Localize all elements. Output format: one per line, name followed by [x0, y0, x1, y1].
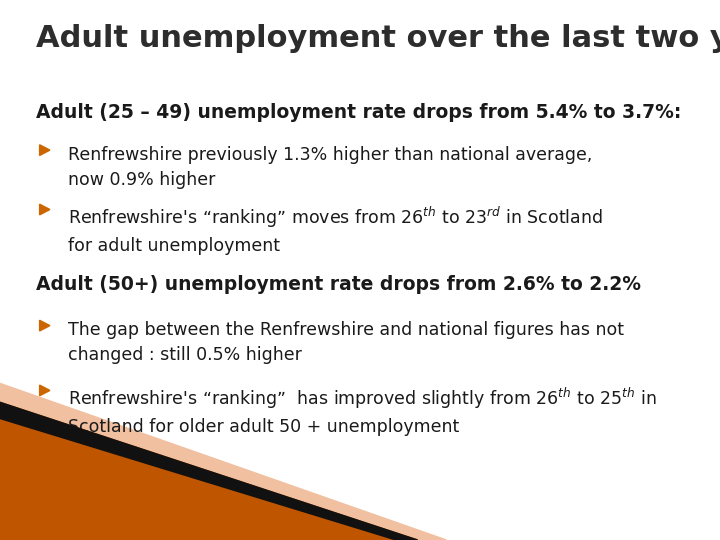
Text: Adult unemployment over the last two years: Adult unemployment over the last two yea…: [36, 24, 720, 53]
Text: Renfrewshire's “ranking” moves from 26$^{th}$ to 23$^{rd}$ in Scotland
for adult: Renfrewshire's “ranking” moves from 26$^…: [68, 205, 603, 255]
Polygon shape: [40, 145, 50, 156]
Polygon shape: [0, 402, 418, 540]
Polygon shape: [0, 402, 418, 540]
Text: Adult (25 – 49) unemployment rate drops from 5.4% to 3.7%:: Adult (25 – 49) unemployment rate drops …: [36, 103, 681, 122]
Polygon shape: [0, 383, 446, 540]
Text: Renfrewshire's “ranking”  has improved slightly from 26$^{th}$ to 25$^{th}$ in
S: Renfrewshire's “ranking” has improved sl…: [68, 386, 657, 436]
Text: Renfrewshire previously 1.3% higher than national average,
now 0.9% higher: Renfrewshire previously 1.3% higher than…: [68, 146, 593, 189]
Polygon shape: [40, 320, 50, 331]
Text: Adult (50+) unemployment rate drops from 2.6% to 2.2%: Adult (50+) unemployment rate drops from…: [36, 275, 641, 294]
Polygon shape: [40, 385, 50, 396]
Polygon shape: [40, 204, 50, 215]
Text: The gap between the Renfrewshire and national figures has not
changed : still 0.: The gap between the Renfrewshire and nat…: [68, 321, 624, 365]
